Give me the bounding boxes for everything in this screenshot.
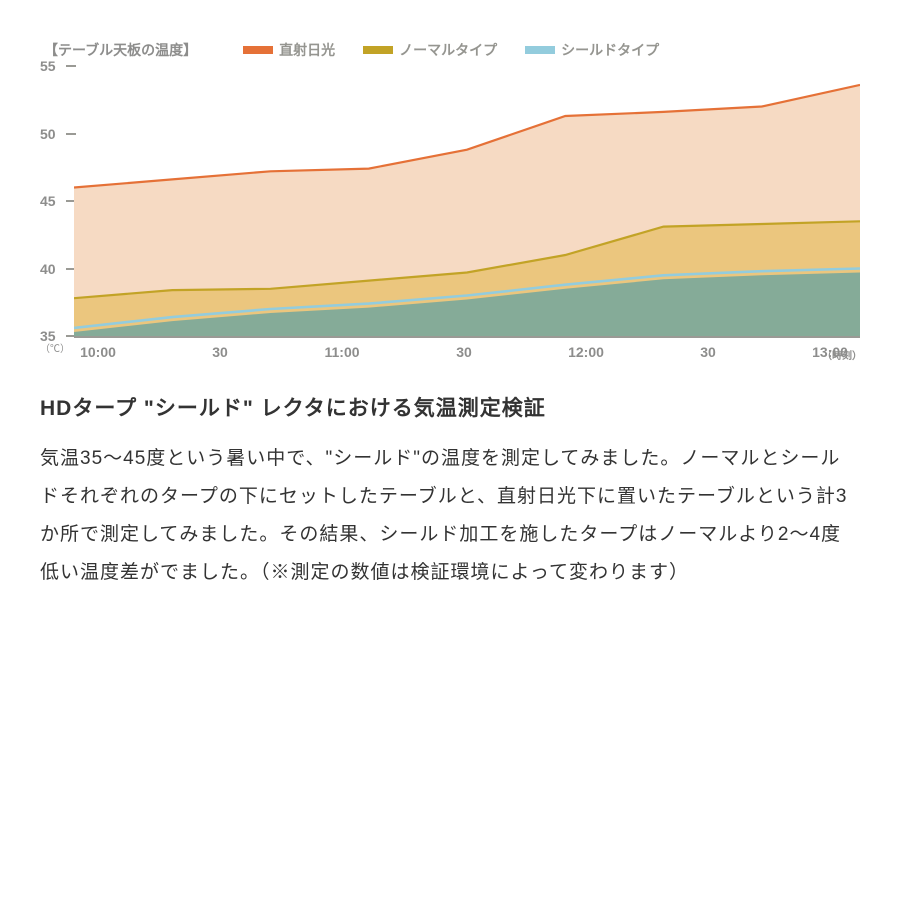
legend-item-normal: ノーマルタイプ <box>363 40 497 60</box>
legend-item-shield: シールドタイプ <box>525 40 659 60</box>
page-root: 【テーブル天板の温度】 直射日光 ノーマルタイプ シールドタイプ 3540455… <box>0 0 900 632</box>
legend-label-shield: シールドタイプ <box>561 40 659 60</box>
legend-swatch-direct-sun <box>243 46 273 54</box>
plot-area <box>74 66 860 336</box>
x-tick-label: 30 <box>700 344 716 360</box>
x-tick-label: 11:00 <box>324 344 359 360</box>
x-tick-label: 10:00 <box>80 344 116 360</box>
y-tick-label: 55 <box>40 58 56 74</box>
legend-item-direct-sun: 直射日光 <box>243 40 335 60</box>
legend-swatch-shield <box>525 46 555 54</box>
y-tick-label: 50 <box>40 126 56 142</box>
legend-swatch-normal <box>363 46 393 54</box>
y-axis: 3540455055 <box>40 66 74 336</box>
x-axis-unit: （時刻） <box>822 347 862 362</box>
article-title: HDタープ "シールド" レクタにおける気温測定検証 <box>40 392 860 422</box>
plot-row: 3540455055 <box>40 66 860 336</box>
y-axis-unit: （℃） <box>40 340 70 355</box>
x-tick-label: 30 <box>456 344 472 360</box>
y-tick-label: 40 <box>40 261 56 277</box>
chart-svg <box>74 66 860 336</box>
y-tick-label: 45 <box>40 193 56 209</box>
temperature-chart: 【テーブル天板の温度】 直射日光 ノーマルタイプ シールドタイプ 3540455… <box>40 40 860 366</box>
x-axis: 10:003011:003012:003013:00（時刻） <box>74 338 860 366</box>
x-tick-label: 30 <box>212 344 228 360</box>
chart-legend: 【テーブル天板の温度】 直射日光 ノーマルタイプ シールドタイプ <box>40 40 860 60</box>
legend-label-direct-sun: 直射日光 <box>279 40 335 60</box>
chart-title: 【テーブル天板の温度】 <box>44 40 197 60</box>
legend-label-normal: ノーマルタイプ <box>399 40 497 60</box>
article-body: 気温35〜45度という暑い中で、"シールド"の温度を測定してみました。ノーマルと… <box>40 440 860 592</box>
x-tick-label: 12:00 <box>568 344 604 360</box>
